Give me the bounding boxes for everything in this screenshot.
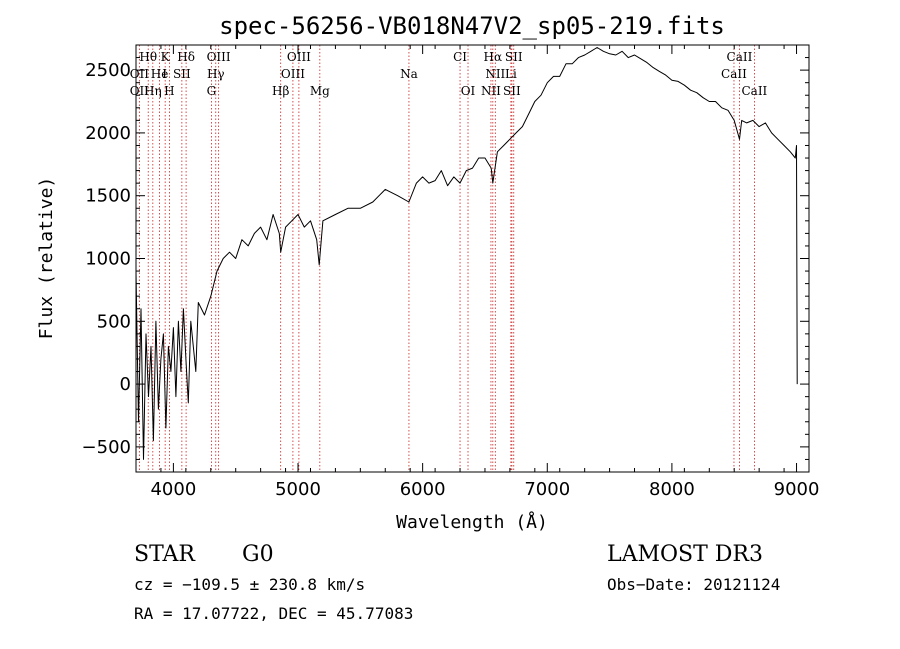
line-label: SII [505,50,523,64]
obs-date: Obs−Date: 20121124 [607,575,780,594]
x-tick-label: 7000 [524,479,570,500]
line-label: Na [400,67,418,81]
line-label: OII [130,84,150,98]
line-label: CI [453,50,467,64]
chart-title: spec-56256-VB018N47V2_sp05-219.fits [219,12,725,40]
line-label: K [161,50,171,64]
survey-name: LAMOST DR3 [607,542,763,567]
x-tick-label: 8000 [649,479,695,500]
y-tick-label: 1500 [85,186,131,207]
line-label: Hγ [207,67,225,81]
line-label: Hα [484,50,503,64]
line-label: G [207,84,217,98]
line-label: SII [503,84,521,98]
line-label: Li [505,67,517,81]
plot-frame [135,44,810,473]
line-label: H [164,84,174,98]
object-subclass: G0 [242,542,274,567]
x-axis-label: Wavelength (Å) [396,511,548,533]
spectrum-series [135,47,798,460]
line-label: OIII [207,50,231,64]
line-label: SII [173,67,191,81]
x-tick-label: 5000 [275,479,321,500]
line-label: I [162,67,167,81]
redshift-text: cz = −109.5 ± 230.8 km/s [134,575,365,594]
object-class: STAR [134,542,196,567]
axis-ticks: 4000 5000 6000 7000 8000 9000 −500 0 500 1000 1500… [82,45,820,500]
line-label: NII [481,84,501,98]
spectrum-line [135,47,798,460]
line-label: Mg [310,84,330,98]
line-label: Hθ [139,50,157,64]
y-tick-label: 500 [97,311,131,332]
line-label: CaII [727,50,753,64]
line-label: CaII [741,84,767,98]
x-tick-label: 9000 [774,479,820,500]
coordinates: RA = 17.07722, DEC = 45.77083 [134,604,413,623]
line-label: OIII [281,67,305,81]
y-tick-label: 0 [120,374,131,395]
x-tick-label: 6000 [400,479,446,500]
y-tick-label: −500 [82,437,131,458]
line-label: OIII [287,50,311,64]
line-markers [138,45,755,472]
line-label: NII [485,67,505,81]
x-tick-label: 4000 [150,479,196,500]
line-label: CaII [721,67,747,81]
line-label: Hη [144,84,162,98]
y-tick-label: 1000 [85,249,131,270]
y-axis-label: Flux (relative) [36,177,57,340]
y-tick-label: 2000 [85,123,131,144]
line-label: Hβ [272,84,289,98]
line-label: Hδ [177,50,195,64]
line-label: OII [130,67,150,81]
line-label: OI [461,84,476,98]
line-label: He [151,67,169,81]
y-tick-label: 2500 [85,60,131,81]
